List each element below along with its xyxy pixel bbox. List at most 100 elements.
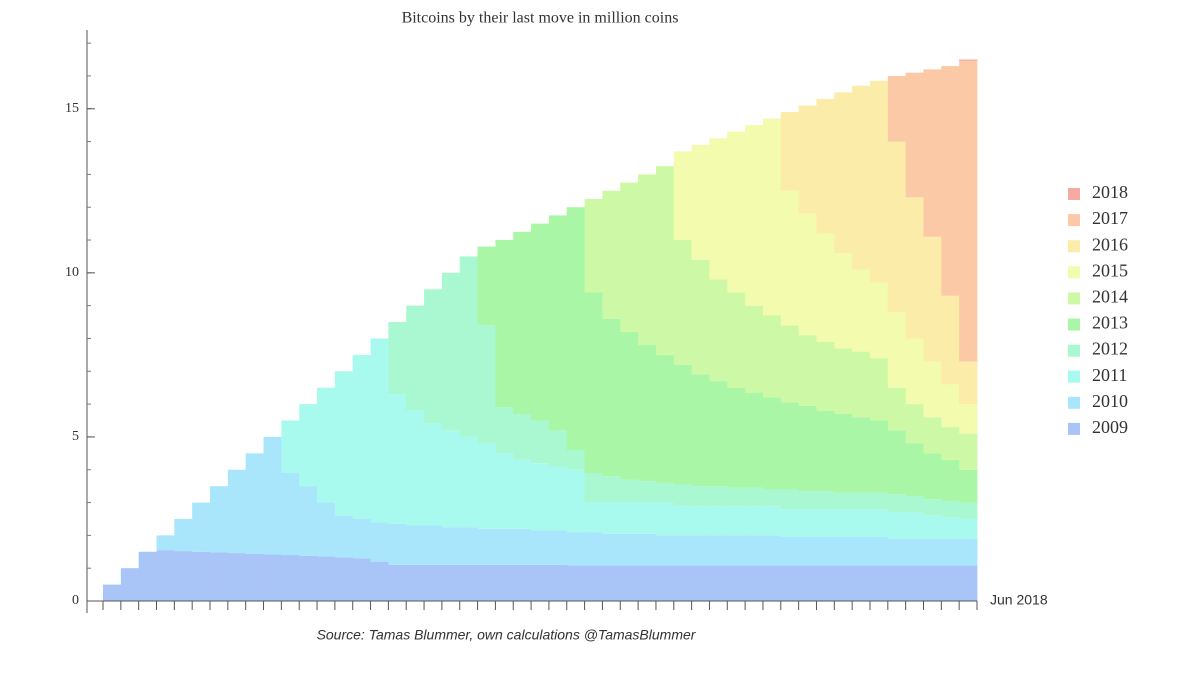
area-step (709, 486, 728, 506)
area-step (531, 463, 550, 531)
area-step (352, 354, 371, 519)
area-step (941, 500, 960, 518)
x-tick-label: Jun 2018 (990, 592, 1048, 608)
area-step (513, 528, 532, 565)
area-step (388, 564, 407, 601)
area-step (138, 551, 157, 601)
area-step (584, 199, 603, 293)
area-step (959, 469, 978, 503)
area-step (834, 565, 853, 601)
area-step (655, 354, 675, 483)
area-step (477, 528, 496, 565)
chart-title: Bitcoins by their last move in million c… (402, 10, 679, 27)
area-step (762, 535, 782, 566)
area-step (531, 530, 550, 565)
area-step (959, 361, 978, 405)
legend-label: 2013 (1092, 313, 1128, 333)
area-step (655, 166, 675, 355)
y-tick-label: 5 (72, 429, 79, 444)
area-step (798, 335, 817, 406)
legend-swatch (1068, 188, 1080, 200)
y-tick-label: 0 (72, 593, 79, 608)
area-step (816, 98, 835, 234)
area-step (727, 535, 746, 566)
area-step (941, 427, 960, 460)
area-step (923, 565, 942, 601)
area-step (834, 537, 853, 566)
area-step (887, 312, 907, 388)
area-step (459, 564, 478, 601)
area-step (673, 535, 693, 566)
area-step (424, 564, 443, 601)
area-step (959, 59, 978, 62)
area-step (798, 491, 817, 510)
area-step (834, 413, 853, 493)
area-step (584, 532, 603, 566)
area-step (424, 289, 443, 424)
area-step (210, 552, 229, 601)
area-step (816, 509, 835, 538)
area-step (602, 190, 621, 319)
area-step (745, 535, 764, 566)
area-step (887, 512, 907, 539)
area-step (762, 315, 782, 398)
area-step (959, 433, 978, 470)
area-step (299, 486, 318, 556)
legend-swatch (1068, 396, 1080, 409)
area-step (334, 371, 354, 516)
area-step (317, 502, 336, 557)
area-step (263, 554, 282, 601)
area-step (852, 492, 871, 510)
area-step (941, 295, 960, 385)
area-step (638, 174, 657, 346)
area-step (281, 555, 300, 601)
area-step (780, 402, 800, 490)
y-tick-label: 15 (65, 101, 79, 116)
area-step (941, 459, 960, 501)
y-tick-label: 10 (65, 265, 79, 280)
area-step (745, 125, 764, 306)
area-step (869, 358, 889, 421)
area-step (299, 404, 318, 487)
area-step (406, 564, 425, 601)
area-step (869, 565, 889, 601)
area-step (941, 538, 960, 566)
legend-label: 2012 (1092, 339, 1128, 359)
area-step (388, 394, 407, 524)
area-step (584, 565, 603, 601)
area-step (334, 515, 354, 558)
area-step (638, 565, 657, 601)
area-step (459, 256, 478, 437)
area-step (602, 318, 621, 477)
area-step (852, 351, 871, 418)
area-step (709, 138, 728, 280)
area-step (673, 565, 693, 601)
area-step (513, 413, 532, 460)
area-step (762, 397, 782, 490)
legend-swatch (1068, 422, 1080, 435)
area-step (620, 502, 639, 534)
area-step (406, 410, 425, 526)
area-step (798, 405, 817, 492)
area-step (317, 556, 336, 601)
legend-label: 2009 (1092, 417, 1128, 437)
area-step (709, 535, 728, 566)
area-step (923, 499, 942, 516)
area-step (281, 420, 300, 474)
area-step (406, 305, 425, 411)
area-step (780, 489, 800, 510)
area-step (156, 550, 175, 601)
area-step (834, 509, 853, 538)
area-step (745, 565, 764, 601)
area-step (941, 517, 960, 539)
area-step (887, 430, 907, 495)
area-step (655, 502, 675, 536)
area-step (691, 486, 710, 506)
legend-label: 2010 (1092, 391, 1128, 411)
area-step (388, 523, 407, 565)
area-step (299, 555, 318, 601)
area-step (852, 85, 871, 270)
area-step (727, 505, 746, 536)
legend-swatch (1068, 292, 1080, 305)
area-step (959, 404, 978, 434)
